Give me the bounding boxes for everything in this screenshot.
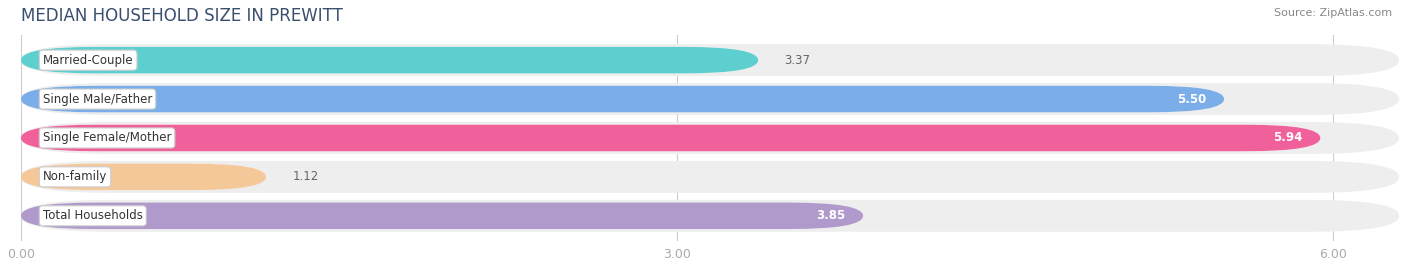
FancyBboxPatch shape [21,125,1320,151]
FancyBboxPatch shape [21,161,1399,193]
Text: 3.37: 3.37 [785,54,810,67]
Text: 5.50: 5.50 [1177,92,1206,106]
Text: Married-Couple: Married-Couple [42,54,134,67]
FancyBboxPatch shape [21,122,1399,154]
Text: Total Households: Total Households [42,209,142,222]
FancyBboxPatch shape [21,200,1399,232]
FancyBboxPatch shape [21,164,266,190]
FancyBboxPatch shape [21,83,1399,115]
FancyBboxPatch shape [21,47,758,73]
Text: Single Male/Father: Single Male/Father [42,92,152,106]
Text: 1.12: 1.12 [292,170,318,183]
Text: 3.85: 3.85 [817,209,845,222]
Text: Source: ZipAtlas.com: Source: ZipAtlas.com [1274,8,1392,18]
FancyBboxPatch shape [21,203,863,229]
FancyBboxPatch shape [21,86,1225,112]
Text: MEDIAN HOUSEHOLD SIZE IN PREWITT: MEDIAN HOUSEHOLD SIZE IN PREWITT [21,7,343,25]
Text: Single Female/Mother: Single Female/Mother [42,132,172,144]
Text: Non-family: Non-family [42,170,107,183]
FancyBboxPatch shape [21,44,1399,76]
Text: 5.94: 5.94 [1274,132,1303,144]
